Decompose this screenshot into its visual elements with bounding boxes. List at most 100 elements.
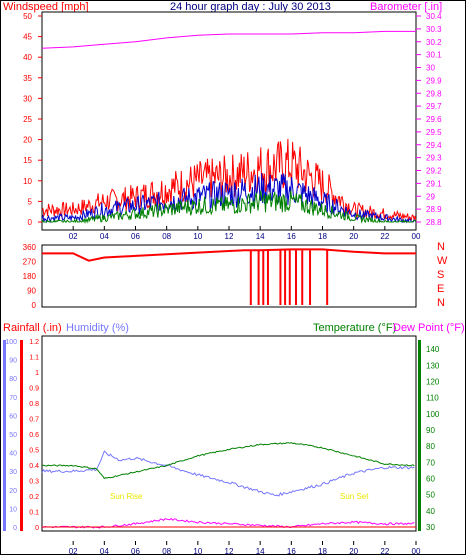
dewpoint-label: Dew Point (°F)	[393, 322, 465, 334]
rainfall-label: Rainfall (.in)	[3, 322, 62, 334]
x-tick-label: 12	[225, 232, 234, 241]
temp-humidity-panel	[41, 335, 417, 532]
x-tick-label: 22	[380, 547, 389, 555]
rain-y-tick-label: 0.7	[29, 417, 39, 424]
rain-y-tick-label: 0.8	[29, 401, 39, 408]
baro-y-tick-label: 29.3	[426, 154, 442, 163]
temp-y-tick-label: 70	[426, 458, 435, 467]
baro-y-tick-label: 29	[426, 192, 435, 201]
direction-y-tick-label: 360	[23, 243, 37, 252]
x-tick-label: 06	[131, 232, 140, 241]
humidity-y-tick-label: 60	[9, 413, 17, 420]
temperature-label: Temperature (°F)	[313, 322, 396, 334]
humidity-y-tick-label: 20	[9, 488, 17, 495]
baro-y-tick-label: 30.2	[426, 38, 442, 47]
wind-direction-series	[42, 248, 416, 262]
baro-y-tick-label: 28.9	[426, 205, 442, 214]
compass-label: W	[437, 255, 448, 267]
wind-y-tick-label: 5	[28, 197, 33, 206]
humidity-series	[41, 450, 415, 497]
baro-y-tick-label: 29.9	[426, 76, 442, 85]
compass-label: S	[437, 269, 444, 281]
x-tick-label: 16	[287, 232, 296, 241]
rain-y-tick-label: 0.2	[29, 494, 39, 501]
x-tick-label: 12	[225, 547, 234, 555]
temp-y-tick-label: 60	[426, 474, 435, 483]
sunset-label: Sun Set	[340, 492, 369, 501]
x-tick-label: 06	[131, 547, 140, 555]
wind-y-tick-label: 35	[23, 74, 32, 83]
wind-y-tick-label: 0	[28, 218, 33, 227]
baro-y-tick-label: 30.3	[426, 25, 442, 34]
x-tick-label: 18	[318, 232, 327, 241]
humidity-label: Humidity (%)	[66, 322, 129, 334]
baro-y-tick-label: 30.4	[426, 12, 442, 21]
wind-y-tick-label: 30	[23, 94, 32, 103]
humidity-y-tick-label: 0	[13, 525, 17, 532]
temp-y-tick-label: 110	[426, 394, 439, 403]
x-tick-label: 00	[412, 232, 421, 241]
humidity-y-tick-label: 30	[9, 469, 17, 476]
rain-y-tick-label: 0.3	[29, 479, 39, 486]
baro-y-tick-label: 29.4	[426, 141, 442, 150]
rainfall-axis-bar	[20, 340, 23, 531]
baro-y-tick-label: 29.5	[426, 128, 442, 137]
rain-y-tick-label: 0.1	[29, 510, 39, 517]
direction-y-tick-label: 0	[32, 301, 37, 310]
x-tick-label: 20	[349, 547, 358, 555]
humidity-y-tick-label: 70	[9, 395, 17, 402]
graph-title: 24 hour graph day : July 30 2013	[170, 1, 331, 13]
humidity-y-tick-label: 100	[5, 339, 17, 346]
wind-y-tick-label: 10	[23, 177, 32, 186]
x-tick-label: 02	[69, 232, 78, 241]
rain-y-tick-label: 0	[35, 525, 39, 532]
humidity-y-tick-label: 80	[9, 376, 17, 383]
x-tick-label: 08	[162, 232, 171, 241]
x-tick-label: 10	[193, 232, 202, 241]
temp-y-tick-label: 120	[426, 377, 440, 386]
rain-y-tick-label: 1.2	[29, 339, 39, 346]
rain-y-tick-label: 0.4	[29, 463, 39, 470]
wind-direction-panel	[41, 244, 417, 308]
wind-y-tick-label: 15	[23, 156, 32, 165]
temperature-series	[41, 442, 415, 480]
direction-y-tick-label: 90	[27, 287, 36, 296]
x-tick-label: 14	[256, 232, 265, 241]
x-tick-label: 04	[100, 547, 109, 555]
rain-y-tick-label: 0.5	[29, 448, 39, 455]
temperature-axis-bar	[418, 340, 421, 531]
barometer-label: Barometer [.in]	[370, 1, 442, 13]
temp-y-tick-label: 100	[426, 410, 440, 419]
wind-y-tick-label: 20	[23, 136, 32, 145]
baro-y-tick-label: 29.1	[426, 179, 442, 188]
humidity-y-tick-label: 40	[9, 451, 17, 458]
x-tick-label: 20	[349, 232, 358, 241]
direction-y-tick-label: 180	[23, 272, 37, 281]
humidity-axis-bar	[3, 340, 6, 531]
baro-y-tick-label: 29.7	[426, 102, 442, 111]
temp-y-tick-label: 140	[426, 345, 440, 354]
direction-y-tick-label: 270	[23, 258, 37, 267]
x-tick-label: 18	[318, 547, 327, 555]
temp-y-tick-label: 30	[426, 523, 435, 532]
compass-label: E	[437, 283, 444, 295]
temp-y-tick-label: 40	[426, 507, 435, 516]
rain-y-tick-label: 0.6	[29, 432, 39, 439]
x-tick-label: 10	[193, 547, 202, 555]
wind-y-tick-label: 25	[23, 115, 32, 124]
baro-y-tick-label: 28.8	[426, 218, 442, 227]
compass-label: N	[437, 241, 445, 253]
humidity-y-tick-label: 90	[9, 358, 17, 365]
x-tick-label: 00	[412, 547, 421, 555]
temp-y-tick-label: 130	[426, 361, 440, 370]
wind-y-tick-label: 40	[23, 53, 32, 62]
humidity-y-tick-label: 10	[9, 506, 17, 513]
baro-y-tick-label: 30	[426, 64, 435, 73]
temp-y-tick-label: 50	[426, 491, 435, 500]
windspeed-label: Windspeed [mph]	[3, 1, 89, 13]
sunrise-label: Sun Rise	[110, 492, 143, 501]
x-tick-label: 16	[287, 547, 296, 555]
wind-y-tick-label: 50	[23, 12, 32, 21]
baro-y-tick-label: 29.2	[426, 167, 442, 176]
